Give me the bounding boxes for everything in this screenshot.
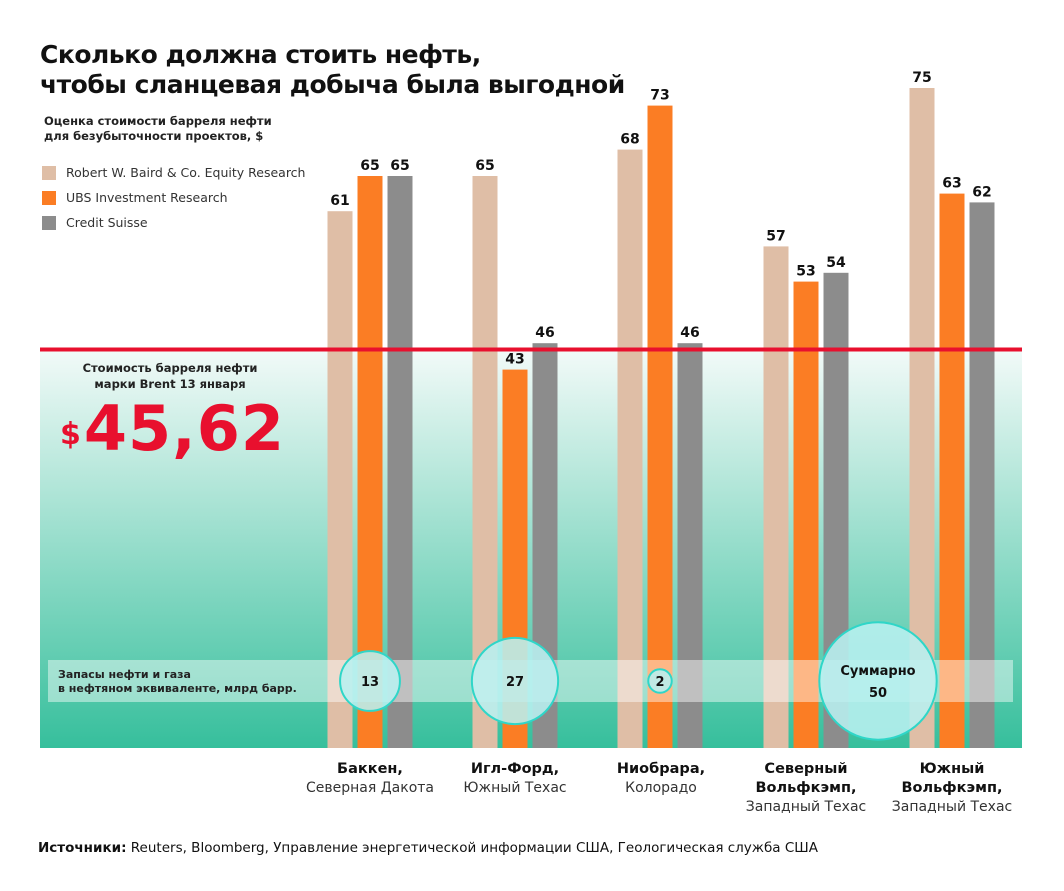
legend-item-baird: Robert W. Baird & Co. Equity Research [42,165,305,180]
bar-ubs [939,193,965,749]
reserves-label-line: в нефтяном эквиваленте, млрд барр. [58,682,297,695]
bar-value-label: 73 [650,88,669,104]
source-text: Reuters, Bloomberg, Управление энергетич… [130,840,818,856]
bar-value-label: 46 [680,325,699,341]
brent-label-line: Стоимость барреля нефти [82,361,258,375]
category-region: Западный Техас [745,799,867,815]
reserves-bubble-label: 13 [361,675,379,690]
category-region: Колорадо [625,780,697,796]
bar-ubs [793,281,819,748]
category-name: Ниобрара, [616,761,706,777]
bar-value-label: 62 [972,184,991,200]
bar-value-label: 65 [475,158,494,174]
reserves-bubble [818,621,938,741]
bar-value-label: 43 [505,352,524,368]
chart-title: Сколько должна стоить нефть, чтобы сланц… [40,40,625,100]
legend-label: Robert W. Baird & Co. Equity Research [66,165,306,180]
category-name: Баккен, [337,761,403,777]
brent-price: $45,62 [60,392,285,465]
bar-value-label: 63 [942,176,961,192]
category-name: Южный Вольфкэмп, [901,761,1003,796]
legend-swatch [42,190,56,205]
brent-label: Стоимость барреля нефти марки Brent 13 я… [70,360,270,392]
bar-ubs [647,105,673,749]
reserves-bubble [339,650,401,712]
bar-value-label: 65 [390,158,409,174]
bar-value-label: 61 [330,193,349,209]
category-label-south-wolfcamp: Южный Вольфкэмп, Западный Техас [877,760,1027,817]
category-name: Северный Вольфкэмп, [755,761,857,796]
legend-label: Credit Suisse [66,215,148,230]
brent-price-value: 45,62 [83,392,285,465]
bar-baird [327,211,353,748]
reserves-bubble-label: 50 [869,686,887,701]
bar-value-label: 75 [912,70,931,86]
chart-subtitle: Оценка стоимости барреля нефти для безуб… [44,114,272,144]
legend-swatch [42,165,56,180]
bar-credit-suisse [969,202,995,748]
currency-sign: $ [60,417,82,452]
bar-credit-suisse [387,176,413,748]
reserves-bubble [470,636,560,726]
reserves-bubble-label: 27 [506,675,524,690]
bar-value-label: 46 [535,325,554,341]
bar-value-label: 53 [796,264,815,280]
category-region: Южный Техас [463,780,567,796]
bar-value-label: 68 [620,132,639,148]
reserves-bubble-label: Суммарно [840,664,915,679]
category-region: Западный Техас [891,799,1013,815]
category-name: Игл-Форд, [470,761,560,777]
reserves-label-line: Запасы нефти и газа [58,668,191,681]
title-line: чтобы сланцевая добыча была выгодной [40,70,625,99]
category-label-niobrara: Ниобрара, Колорадо [586,760,736,798]
subtitle-line: для безубыточности проектов, $ [44,129,264,143]
title-line: Сколько должна стоить нефть, [40,40,481,69]
legend-item-ubs: UBS Investment Research [42,190,228,205]
legend-swatch [42,215,56,230]
legend-label: UBS Investment Research [66,190,228,205]
reserves-bubble-label: 2 [655,675,664,690]
category-label-north-wolfcamp: Северный Вольфкэмп, Западный Техас [731,760,881,817]
bar-baird [763,246,789,748]
reserves-bubble [647,668,673,694]
bar-credit-suisse [677,343,703,748]
reserves-label: Запасы нефти и газа в нефтяном эквивален… [58,668,297,696]
legend-item-credit-suisse: Credit Suisse [42,215,148,230]
brent-label-line: марки Brent 13 января [94,377,246,391]
source-label: Источники: [38,840,127,856]
category-label-bakken: Баккен, Северная Дакота [295,760,445,798]
bar-value-label: 54 [826,255,846,271]
bar-value-label: 65 [360,158,379,174]
subtitle-line: Оценка стоимости барреля нефти [44,114,272,128]
bar-value-label: 57 [766,228,785,244]
bar-baird [617,149,643,749]
category-label-eagle-ford: Игл-Форд, Южный Техас [440,760,590,798]
category-region: Северная Дакота [305,780,435,796]
source-note: Источники: Reuters, Bloomberg, Управлени… [38,840,818,856]
